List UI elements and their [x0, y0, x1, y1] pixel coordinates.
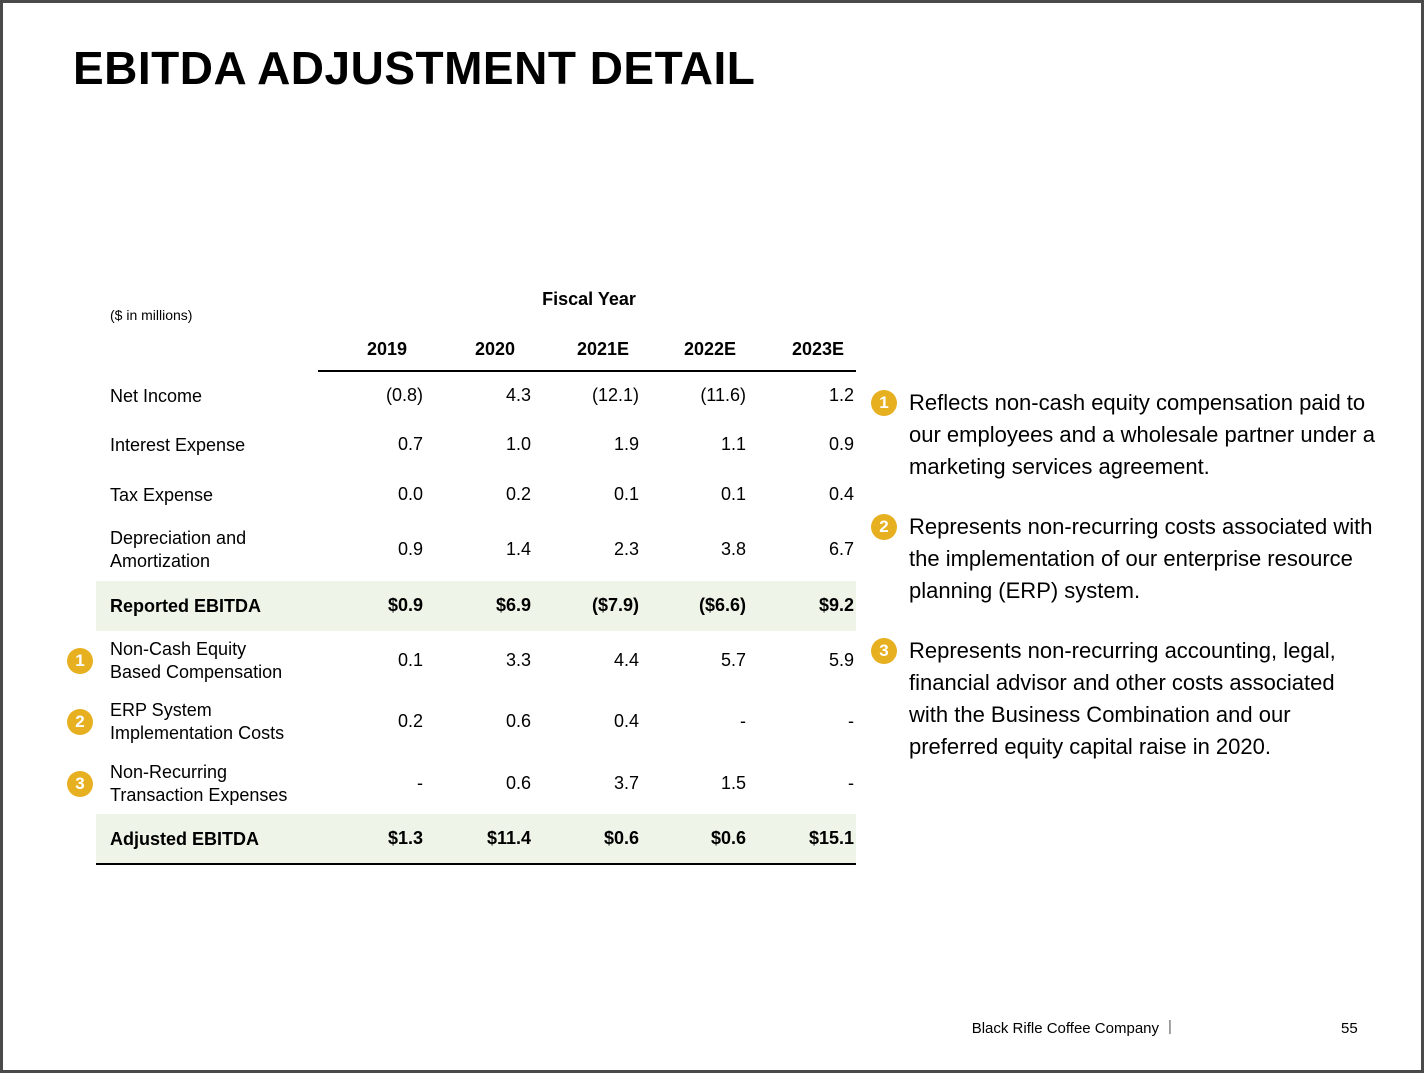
footer-separator: |: [1168, 1018, 1172, 1035]
cell-value: -: [417, 773, 423, 793]
footer-page: 55: [1341, 1020, 1358, 1037]
cell-value: 3.7: [613, 773, 639, 793]
cell-value: ($6.6): [698, 595, 746, 615]
cell-value: 3.3: [505, 650, 531, 670]
highlight-row: [96, 814, 856, 864]
row-badge: 2: [67, 709, 93, 735]
cell-value: 0.7: [397, 434, 423, 454]
cell-value: $1.3: [387, 828, 423, 848]
cell-value: 1.2: [828, 385, 854, 405]
cell-value: -: [740, 711, 746, 731]
header-rule: [318, 370, 856, 372]
row-label: Interest Expense: [110, 434, 246, 455]
slide-title: EBITDA ADJUSTMENT DETAIL: [73, 42, 756, 94]
cell-value: (0.8): [385, 385, 423, 405]
cell-value: $15.1: [808, 828, 854, 848]
cell-value: 0.9: [828, 434, 854, 454]
column-header: 2023E: [791, 339, 845, 359]
column-header: 2021E: [576, 339, 630, 359]
cell-value: 4.3: [505, 385, 531, 405]
cell-value: $0.9: [387, 595, 423, 615]
cell-value: 6.7: [828, 539, 854, 559]
cell-value: (11.6): [700, 385, 746, 405]
cell-value: ($7.9): [591, 595, 639, 615]
units-note: ($ in millions): [110, 307, 193, 323]
row-badge: 3: [67, 771, 93, 797]
row-label: Non-Recurring: [110, 762, 228, 782]
row-label: Depreciation and: [110, 528, 247, 548]
cell-value: (12.1): [591, 385, 639, 405]
column-header: 2022E: [683, 339, 737, 359]
row-label: Based Compensation: [110, 662, 283, 682]
cell-value: 0.0: [397, 484, 423, 504]
cell-value: 3.8: [720, 539, 746, 559]
cell-value: 0.1: [613, 484, 639, 504]
note-badge: 1: [871, 390, 897, 416]
cell-value: 5.7: [720, 650, 746, 670]
column-header: 2019: [366, 339, 408, 359]
cell-value: 0.1: [397, 650, 423, 670]
note-badge: 3: [871, 638, 897, 664]
row-label: Adjusted EBITDA: [110, 828, 260, 849]
row-label: Net Income: [110, 385, 203, 406]
bottom-rule: [96, 863, 856, 865]
cell-value: $6.9: [495, 595, 531, 615]
cell-value: -: [848, 773, 854, 793]
row-label: Implementation Costs: [110, 723, 285, 743]
cell-value: $9.2: [818, 595, 854, 615]
cell-value: 5.9: [828, 650, 854, 670]
cell-value: 1.0: [505, 434, 531, 454]
cell-value: 1.4: [505, 539, 531, 559]
cell-value: 0.2: [397, 711, 423, 731]
note-text: Reflects non-cash equity compensation pa…: [909, 390, 1375, 479]
note-text: Represents non-recurring costs associate…: [909, 514, 1373, 603]
cell-value: 0.1: [720, 484, 746, 504]
cell-value: 0.6: [505, 773, 531, 793]
cell-value: 0.4: [828, 484, 854, 504]
row-label: Reported EBITDA: [110, 595, 262, 616]
row-label: Non-Cash Equity: [110, 639, 247, 659]
footer-company: Black Rifle Coffee Company: [971, 1020, 1159, 1037]
column-header: 2020: [474, 339, 516, 359]
cell-value: 2.3: [613, 539, 639, 559]
cell-value: 4.4: [613, 650, 639, 670]
cell-value: 1.9: [613, 434, 639, 454]
cell-value: $0.6: [710, 828, 746, 848]
row-label: Tax Expense: [110, 484, 214, 505]
row-badge: 1: [67, 648, 93, 674]
cell-value: $0.6: [603, 828, 639, 848]
cell-value: -: [848, 711, 854, 731]
cell-value: 0.9: [397, 539, 423, 559]
row-label: Transaction Expenses: [110, 785, 288, 805]
cell-value: $11.4: [486, 828, 531, 848]
row-label: ERP System: [110, 700, 212, 720]
cell-value: 1.1: [720, 434, 746, 454]
cell-value: 0.6: [505, 711, 531, 731]
highlight-row: [96, 581, 856, 631]
note-text: Represents non-recurring accounting, leg…: [909, 638, 1336, 759]
cell-value: 0.2: [505, 484, 531, 504]
row-label: Amortization: [110, 551, 211, 571]
cell-value: 0.4: [613, 711, 639, 731]
note-badge: 2: [871, 514, 897, 540]
cell-value: 1.5: [720, 773, 746, 793]
group-header: Fiscal Year: [542, 289, 636, 309]
